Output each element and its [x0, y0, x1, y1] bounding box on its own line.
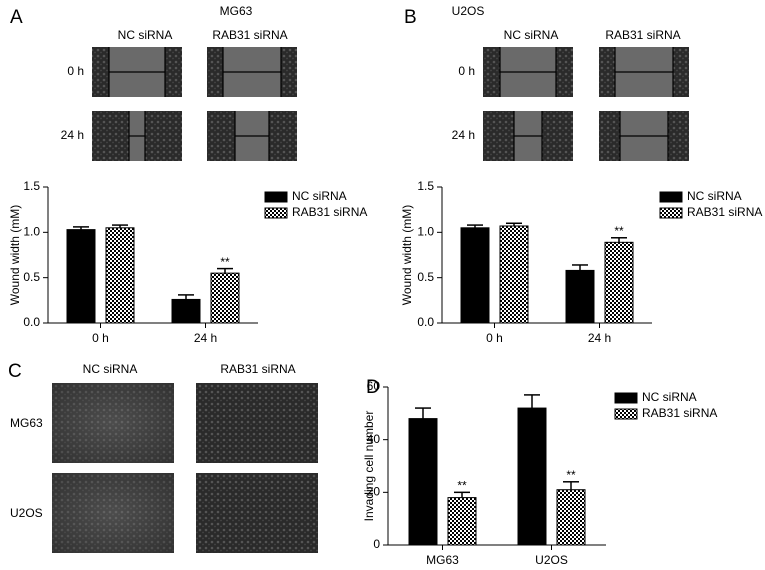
column-label: NC siRNA — [118, 28, 173, 42]
y-tick-label: 20 — [367, 485, 381, 499]
y-tick-label: 1.5 — [417, 179, 434, 193]
column-label: NC siRNA — [504, 28, 559, 42]
legend-swatch — [264, 191, 288, 203]
column-label: RAB31 siRNA — [212, 28, 287, 42]
y-axis-label: Invading cell number — [362, 411, 376, 522]
x-tick-label: 24 h — [194, 331, 217, 345]
column-label: RAB31 siRNA — [605, 28, 680, 42]
panel-letter: A — [10, 7, 23, 28]
row-label: U2OS — [10, 506, 43, 520]
legend-label: RAB31 siRNA — [292, 205, 367, 219]
bar — [447, 497, 477, 546]
x-tick-label: 24 h — [588, 331, 611, 345]
y-axis-label: Wound width (mM) — [8, 205, 22, 305]
panel-letter: B — [404, 7, 417, 28]
y-tick-label: 1.0 — [23, 225, 40, 239]
y-tick-label: 0 — [373, 537, 380, 551]
bar — [66, 229, 96, 324]
panel-title: MG63 — [220, 4, 253, 18]
bar — [171, 298, 201, 324]
bar — [210, 272, 240, 324]
micrograph — [196, 473, 318, 553]
y-axis-label: Wound width (mM) — [400, 205, 414, 305]
bar — [604, 241, 634, 324]
y-tick-label: 0.5 — [417, 270, 434, 284]
x-tick-label: 0 h — [92, 331, 109, 345]
significance-label: ** — [457, 479, 467, 493]
legend-label: RAB31 siRNA — [642, 406, 717, 420]
x-tick-label: MG63 — [426, 553, 459, 567]
significance-label: ** — [566, 468, 576, 482]
row-label: 0 h — [67, 64, 84, 78]
row-label: MG63 — [10, 416, 43, 430]
legend-label: NC siRNA — [687, 189, 742, 203]
y-tick-label: 0.0 — [417, 315, 434, 329]
row-label: 24 h — [452, 128, 475, 142]
y-tick-label: 1.5 — [23, 179, 40, 193]
column-label: NC siRNA — [83, 362, 138, 376]
y-tick-label: 60 — [367, 379, 381, 393]
y-tick-label: 1.0 — [417, 225, 434, 239]
legend-label: NC siRNA — [292, 189, 347, 203]
significance-label: ** — [614, 224, 624, 238]
legend-label: NC siRNA — [642, 390, 697, 404]
panel-letter: D — [366, 377, 380, 398]
bar — [460, 227, 490, 324]
x-tick-label: 0 h — [486, 331, 503, 345]
bar — [517, 407, 547, 546]
micrograph — [196, 383, 318, 463]
bar — [408, 418, 438, 546]
column-label: RAB31 siRNA — [220, 362, 295, 376]
legend-swatch — [614, 392, 638, 404]
bar — [499, 225, 529, 324]
y-tick-label: 40 — [367, 432, 381, 446]
bar — [556, 489, 586, 546]
y-tick-label: 0.0 — [23, 315, 40, 329]
panel-letter: C — [8, 361, 22, 382]
bar — [565, 269, 595, 324]
x-tick-label: U2OS — [535, 553, 568, 567]
legend-swatch — [659, 207, 683, 219]
bar — [105, 227, 135, 324]
y-tick-label: 0.5 — [23, 270, 40, 284]
row-label: 0 h — [458, 64, 475, 78]
legend-swatch — [264, 207, 288, 219]
panel-title: U2OS — [452, 4, 485, 18]
significance-label: ** — [220, 255, 230, 269]
micrograph-texture — [52, 383, 174, 463]
legend-label: RAB31 siRNA — [687, 205, 762, 219]
legend-swatch — [614, 408, 638, 420]
legend-swatch — [659, 191, 683, 203]
micrograph-texture — [52, 473, 174, 553]
row-label: 24 h — [61, 128, 84, 142]
